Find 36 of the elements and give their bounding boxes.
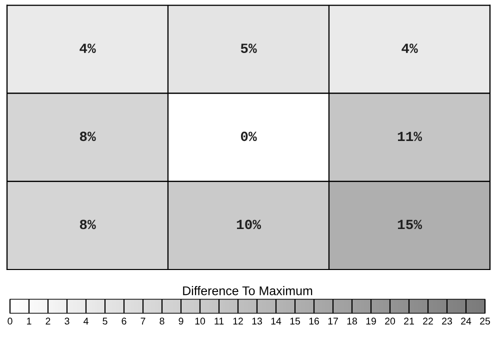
data-label: 4% <box>402 44 418 53</box>
color-bar-label: 22 <box>423 318 433 324</box>
color-bar-label: 1 <box>27 318 32 324</box>
color-bar-label: 15 <box>290 318 300 325</box>
data-label: 8% <box>80 132 96 142</box>
color-bar-label: 4 <box>84 318 88 324</box>
data-label: 5% <box>240 44 257 54</box>
color-bar-label: 20 <box>385 318 396 325</box>
color-bar-label: 6 <box>122 318 126 325</box>
color-bar-label: 7 <box>140 318 146 324</box>
color-bar-label: 11 <box>214 318 224 324</box>
color-bar-label: 17 <box>328 318 338 324</box>
color-bar-label: 24 <box>461 318 472 324</box>
color-bar-label: 13 <box>252 318 262 325</box>
data-label: 10% <box>236 220 262 230</box>
color-bar-label: 9 <box>178 318 184 325</box>
color-bar-label: 12 <box>233 318 243 324</box>
color-bar-label: 8 <box>160 318 164 325</box>
color-bar-label: 2 <box>46 318 50 324</box>
color-bar-label: 3 <box>64 318 70 325</box>
data-label: 0% <box>240 132 257 142</box>
data-label: 11% <box>398 132 422 142</box>
color-bar-label: 14 <box>271 318 282 324</box>
color-bar-label: 10 <box>195 318 206 325</box>
color-bar-label: 21 <box>404 318 414 324</box>
color-bar-title: Difference To Maximum <box>183 286 312 296</box>
data-label: 15% <box>398 220 422 230</box>
color-bar-label: 0 <box>8 318 12 325</box>
color-bar-label: 25 <box>480 318 490 325</box>
data-label: 8% <box>80 220 96 230</box>
color-bar-label: 23 <box>442 318 452 325</box>
color-bar-label: 5 <box>102 318 108 325</box>
color-bar-label: 18 <box>347 318 357 325</box>
data-label: 4% <box>80 44 96 53</box>
color-bar-label: 19 <box>366 318 376 325</box>
color-bar-label: 16 <box>309 318 319 325</box>
